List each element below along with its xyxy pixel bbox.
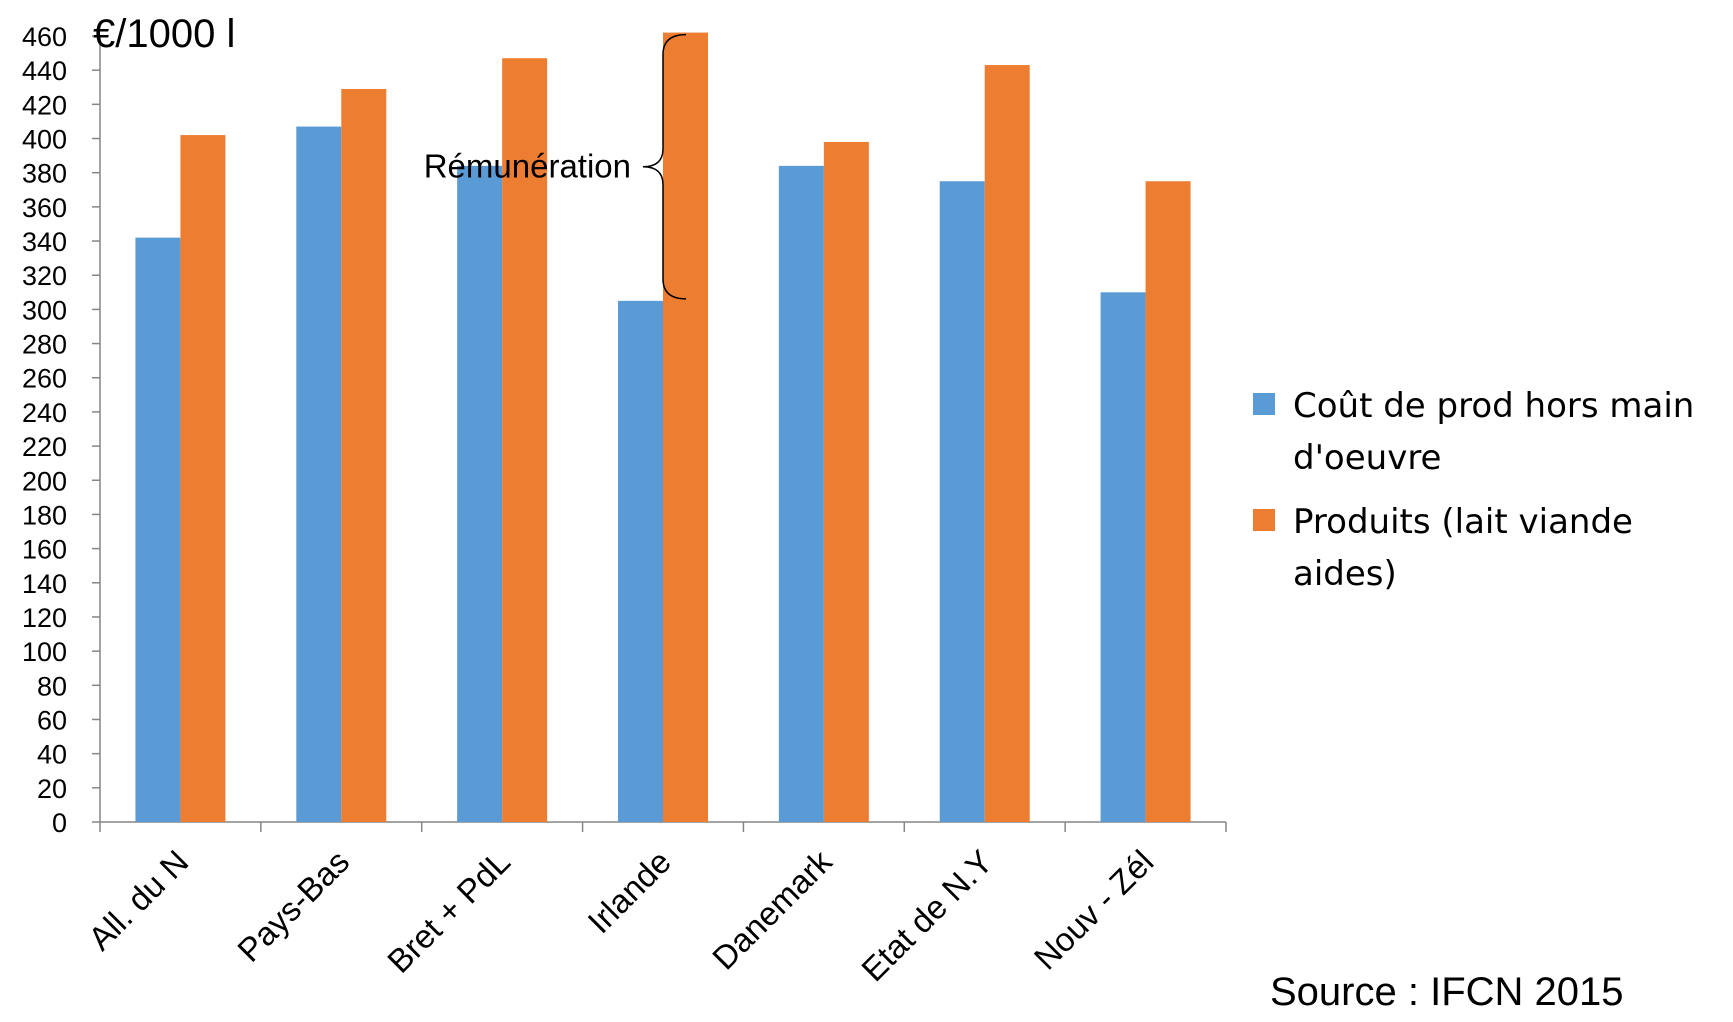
y-tick-label: 300	[22, 295, 67, 325]
y-tick-label: 460	[22, 22, 67, 52]
y-tick-label: 200	[22, 466, 67, 496]
category-label: All. du N	[81, 843, 195, 957]
bar-series-1	[296, 126, 342, 823]
y-tick-label: 140	[22, 569, 67, 599]
bar-series-2	[663, 32, 708, 823]
bar-series-2	[823, 141, 869, 822]
category-label: Pays-Bas	[230, 843, 356, 969]
y-axis: 0 20 40 60 80 100 120 140 160 180 200 220 240 260 280 3…	[22, 22, 101, 838]
y-tick-label: 100	[22, 637, 67, 667]
bar-series-2	[180, 135, 226, 822]
y-tick-label: 60	[37, 705, 67, 735]
y-tick-label: 160	[22, 535, 67, 565]
bar-series-1	[618, 300, 663, 822]
y-unit-label: €/1000 l	[93, 12, 235, 56]
bar-series-2	[502, 58, 548, 823]
category-label: Bret + PdL	[380, 843, 517, 980]
source-label: Source : IFCN 2015	[1270, 970, 1624, 1014]
y-tick-label: 280	[22, 330, 67, 360]
y-tick-label: 380	[22, 159, 67, 189]
y-tick-label: 240	[22, 398, 67, 428]
legend-label-1: Coût de prod hors main d'oeuvre	[1293, 386, 1694, 478]
y-tick-label: 440	[22, 56, 67, 86]
bar-series-1	[778, 165, 824, 823]
bar-series-2	[1145, 181, 1191, 822]
legend-label-2: Produits (lait viande aides)	[1293, 502, 1633, 594]
y-tick-label: 320	[22, 261, 67, 291]
category-label: Danemark	[705, 842, 839, 976]
y-tick-label: 260	[22, 364, 67, 394]
x-axis: All. du N Pays-Bas Bret + PdL Irlande Danema…	[81, 821, 1227, 988]
category-label: Irlande	[580, 843, 678, 941]
bar-series-2	[341, 88, 387, 823]
annotation-brace	[642, 33, 687, 300]
y-tick-label: 0	[52, 808, 67, 838]
y-tick-label: 20	[37, 774, 67, 804]
y-tick-label: 420	[22, 90, 67, 120]
y-tick-label: 120	[22, 603, 67, 633]
y-tick-label: 40	[37, 740, 67, 770]
y-tick-label: 360	[22, 193, 67, 223]
y-tick-label: 220	[22, 432, 67, 462]
y-tick-label: 180	[22, 500, 67, 530]
legend: Coût de prod hors main d'oeuvre Produits (…	[1253, 386, 1694, 594]
y-tick-label: 340	[22, 227, 67, 257]
bar-series-2	[984, 65, 1030, 822]
bar-series-1	[1100, 292, 1146, 823]
annotation: Rémunération	[424, 33, 687, 300]
y-tick-label: 400	[22, 125, 67, 155]
bar-series-1	[457, 165, 503, 823]
legend-swatch-1	[1253, 393, 1275, 415]
bar-series-1	[939, 181, 985, 822]
annotation-label: Rémunération	[424, 148, 631, 185]
y-tick-label: 80	[37, 671, 67, 701]
category-label: Etat de N.Y	[854, 843, 999, 988]
legend-swatch-2	[1253, 509, 1275, 531]
category-label: Nouv - Zél	[1027, 843, 1161, 977]
bar-series-1	[135, 237, 181, 822]
bars	[135, 32, 1191, 823]
